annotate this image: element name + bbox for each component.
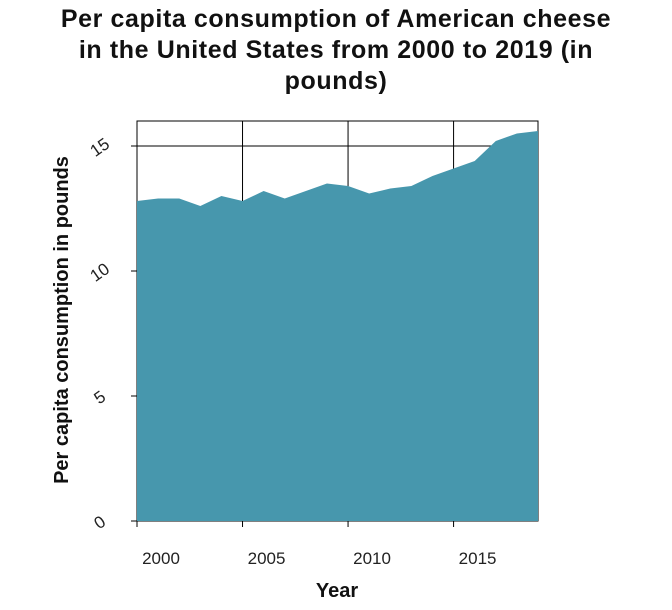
x-tick-label: 2005 [248,549,286,568]
x-axis-label: Year [316,580,358,602]
chart-title-line: Per capita consumption of American chees… [60,5,612,33]
x-tick-label: 2010 [353,549,391,568]
y-tick-label: 5 [91,387,110,408]
chart-title-line: pounds) [284,67,388,95]
y-tick-label: 15 [87,134,113,160]
chart-title-line: in the United States from 2000 to 2019 (… [78,36,594,64]
y-tick-label: 10 [87,259,113,285]
x-tick-label: 2015 [459,549,497,568]
y-axis-label: Per capita consumption in pounds [51,156,73,484]
area-series [137,131,538,521]
x-tick-label: 2000 [142,549,180,568]
chart-title: Per capita consumption of American chees… [0,4,672,97]
y-tick-label: 0 [91,512,110,533]
